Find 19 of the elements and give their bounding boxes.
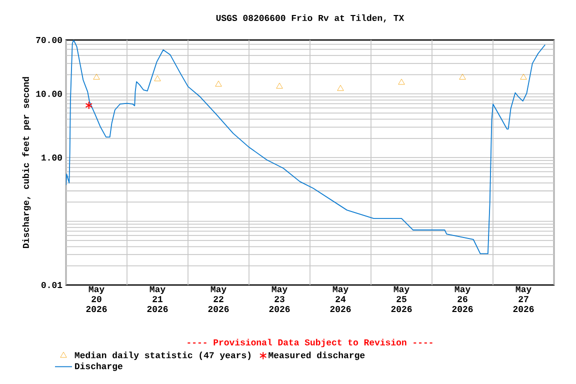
y-tick-label: 1.00 [42,154,62,161]
chart-title: USGS 08206600 Frio Rv at Tilden, TX [216,14,404,23]
x-tick-label: May 23 2026 [269,286,290,312]
y-tick-label: 70.00 [36,36,62,44]
x-tick-label: May 24 2026 [330,286,351,312]
y-tick-label: 10.00 [36,90,62,97]
x-tick-label: May 22 2026 [208,286,229,312]
y-tick-label: 0.01 [41,282,62,288]
legend-label: Discharge [75,362,122,372]
text: ---- Provisional Data Subject to Revision ---- [188,338,432,348]
x-tick-label: May 26 2026 [452,286,473,312]
y-axis-title: Discharge, cubic feet per second [22,77,31,248]
x-tick-label: May 20 2026 [86,286,107,312]
x-tick-label: May 27 2026 [513,286,534,312]
x-tick-label: May 21 2026 [147,286,168,312]
legend-label: Measured discharge [268,352,365,360]
x-tick-label: May 25 2026 [391,286,412,312]
line-series [66,40,546,254]
legend-label: Median daily statistic (47 years) [74,352,250,360]
